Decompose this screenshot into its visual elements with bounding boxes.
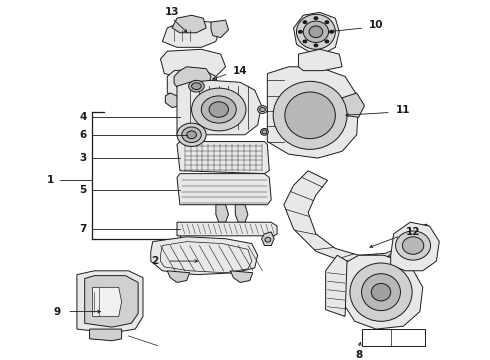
Polygon shape [177, 174, 271, 205]
Text: 14: 14 [233, 66, 247, 76]
Ellipse shape [314, 44, 318, 47]
Ellipse shape [192, 83, 201, 90]
Ellipse shape [350, 263, 412, 321]
Ellipse shape [273, 81, 347, 149]
Polygon shape [93, 287, 122, 316]
Ellipse shape [362, 274, 400, 311]
Polygon shape [342, 255, 423, 329]
Polygon shape [391, 222, 440, 271]
Polygon shape [268, 67, 359, 158]
Polygon shape [162, 20, 219, 47]
Ellipse shape [314, 17, 318, 20]
Polygon shape [177, 222, 277, 236]
Polygon shape [85, 276, 138, 327]
Ellipse shape [201, 96, 236, 123]
Ellipse shape [303, 40, 307, 43]
Ellipse shape [325, 40, 329, 43]
Ellipse shape [261, 129, 269, 135]
Ellipse shape [303, 21, 329, 42]
Ellipse shape [309, 26, 323, 37]
Polygon shape [262, 232, 274, 246]
Text: 6: 6 [79, 130, 86, 140]
Polygon shape [235, 205, 248, 222]
Ellipse shape [330, 30, 333, 33]
Polygon shape [177, 141, 270, 174]
Polygon shape [90, 329, 122, 341]
Polygon shape [400, 224, 435, 258]
Ellipse shape [260, 108, 266, 112]
Polygon shape [211, 20, 228, 37]
Text: 13: 13 [165, 7, 179, 17]
Polygon shape [167, 69, 219, 100]
Ellipse shape [395, 231, 431, 260]
Polygon shape [216, 205, 228, 222]
Ellipse shape [325, 21, 329, 24]
Polygon shape [294, 12, 339, 54]
Ellipse shape [402, 237, 424, 254]
Polygon shape [167, 271, 190, 283]
Ellipse shape [298, 30, 302, 33]
Text: 12: 12 [406, 227, 420, 237]
Polygon shape [77, 271, 143, 333]
Ellipse shape [265, 237, 271, 242]
Polygon shape [342, 93, 365, 117]
Text: 1: 1 [47, 175, 54, 185]
Polygon shape [172, 15, 206, 33]
Ellipse shape [192, 88, 246, 131]
Text: 7: 7 [79, 224, 86, 234]
Polygon shape [165, 93, 180, 108]
Ellipse shape [189, 80, 204, 92]
Text: 11: 11 [396, 105, 411, 116]
Polygon shape [405, 229, 431, 253]
Text: 4: 4 [79, 112, 86, 122]
Polygon shape [174, 67, 211, 93]
Text: 5: 5 [79, 185, 86, 195]
Text: 10: 10 [369, 20, 383, 30]
Polygon shape [160, 49, 225, 78]
Text: 2: 2 [151, 256, 158, 266]
Ellipse shape [187, 131, 196, 139]
Ellipse shape [285, 92, 335, 139]
Polygon shape [177, 80, 262, 135]
Polygon shape [230, 271, 253, 283]
Ellipse shape [182, 127, 201, 143]
Ellipse shape [303, 21, 307, 24]
Ellipse shape [209, 102, 228, 117]
Ellipse shape [258, 105, 268, 113]
Text: 3: 3 [79, 153, 86, 163]
Text: 9: 9 [54, 307, 61, 316]
Polygon shape [151, 237, 258, 275]
Ellipse shape [371, 283, 391, 301]
Ellipse shape [296, 14, 335, 49]
Ellipse shape [177, 123, 206, 147]
Polygon shape [298, 49, 342, 71]
Text: 8: 8 [355, 350, 362, 360]
Polygon shape [284, 171, 425, 261]
Polygon shape [326, 255, 347, 316]
Ellipse shape [262, 130, 267, 134]
